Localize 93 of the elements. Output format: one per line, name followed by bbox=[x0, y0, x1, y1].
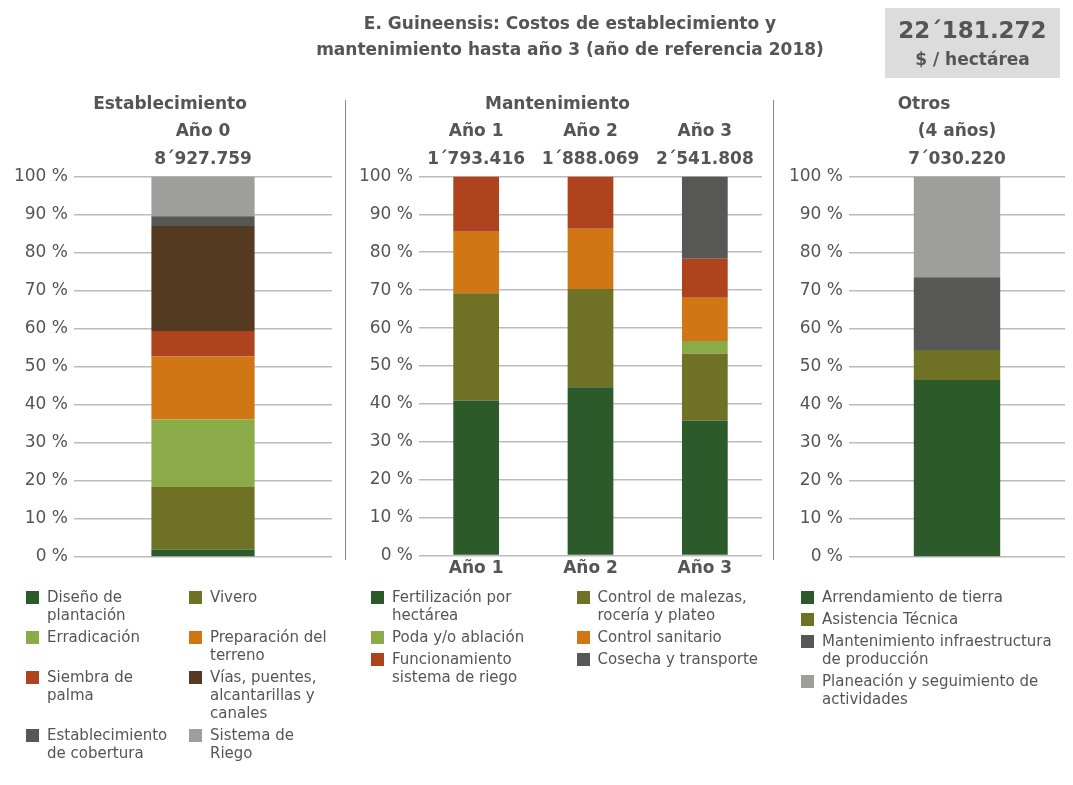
legend-label: Funcionamiento sistema de riego bbox=[392, 650, 519, 686]
y-tick-label: 90 % bbox=[369, 202, 413, 223]
legend-label: Arrendamiento de tierra bbox=[822, 588, 1003, 606]
bar bbox=[567, 387, 614, 555]
y-tick-label: 20 % bbox=[369, 468, 413, 489]
y-tick-label: 60 % bbox=[369, 316, 413, 337]
y-tick-label: 20 % bbox=[799, 469, 843, 490]
bar bbox=[453, 400, 500, 555]
y-tick-label: 0 % bbox=[810, 545, 843, 566]
y-tick-label: 20 % bbox=[24, 469, 68, 490]
total-label: 7´030.220 bbox=[908, 148, 1007, 169]
y-tick-label: 80 % bbox=[24, 240, 68, 261]
legend-label: Diseño de plantación bbox=[47, 588, 127, 624]
y-tick-label: 100 % bbox=[358, 164, 413, 185]
total-label: 1´793.416 bbox=[427, 148, 526, 169]
y-tick-label: 30 % bbox=[369, 430, 413, 451]
y-tick-label: 50 % bbox=[799, 355, 843, 376]
bar bbox=[151, 225, 255, 331]
bar bbox=[151, 419, 255, 487]
bar bbox=[567, 228, 614, 290]
bar bbox=[681, 420, 728, 555]
x-tick-label: Año 0 bbox=[175, 120, 231, 141]
y-tick-label: 40 % bbox=[24, 393, 68, 414]
legend-label: Establecimiento de cobertura bbox=[47, 726, 169, 762]
x-tick-label: Año 3 bbox=[677, 557, 733, 578]
y-tick-label: 40 % bbox=[369, 392, 413, 413]
legend-label: Fertilización por hectárea bbox=[392, 588, 513, 624]
bar bbox=[567, 176, 614, 229]
y-tick-label: 0 % bbox=[35, 545, 68, 566]
y-tick-label: 60 % bbox=[799, 317, 843, 338]
bar bbox=[681, 353, 728, 421]
y-tick-label: 100 % bbox=[788, 164, 843, 185]
y-tick-label: 70 % bbox=[799, 279, 843, 299]
legend-label: Preparación del terreno bbox=[210, 628, 328, 664]
total-label: 2´541.808 bbox=[655, 148, 754, 169]
bar bbox=[151, 549, 255, 557]
text: $ / hectárea bbox=[914, 48, 1031, 71]
legend-label: Siembra de palma bbox=[47, 668, 134, 704]
legend-label: Poda y/o ablación bbox=[392, 628, 525, 646]
legend-label: Cosecha y transporte bbox=[597, 650, 759, 668]
y-tick-label: 10 % bbox=[369, 506, 413, 527]
bar bbox=[151, 330, 255, 357]
text: E. Guineensis: Costos de establecimiento y mantenimiento hasta año 3 (año de referencia 2018) bbox=[315, 12, 825, 61]
legend-label: Erradicación bbox=[47, 628, 140, 646]
y-tick-label: 90 % bbox=[24, 202, 68, 223]
bar bbox=[681, 340, 728, 354]
y-tick-label: 70 % bbox=[369, 278, 413, 299]
legend-label: Vivero bbox=[210, 588, 258, 606]
y-tick-label: 60 % bbox=[24, 317, 68, 338]
bar bbox=[567, 289, 614, 388]
chart-title: Mantenimiento bbox=[484, 92, 631, 113]
legend-label: Sistema de Riego bbox=[210, 726, 295, 762]
legend-label: Vías, puentes, alcantarillas y canales bbox=[210, 668, 318, 722]
y-tick-label: 10 % bbox=[24, 507, 68, 528]
bar bbox=[151, 176, 255, 217]
y-tick-label: 50 % bbox=[24, 355, 68, 376]
y-tick-label: 70 % bbox=[24, 279, 68, 299]
bar bbox=[453, 293, 500, 401]
total-label: 1´888.069 bbox=[541, 148, 640, 169]
legend-label: Mantenimiento infraestructura de producción bbox=[822, 632, 1053, 668]
bar bbox=[913, 176, 1001, 278]
bar bbox=[453, 176, 500, 232]
legend-label: Planeación y seguimiento de actividades bbox=[822, 672, 1040, 708]
y-tick-label: 40 % bbox=[799, 393, 843, 414]
y-tick-label: 50 % bbox=[369, 354, 413, 375]
y-tick-label: 80 % bbox=[799, 240, 843, 261]
bar bbox=[681, 176, 728, 259]
bar bbox=[913, 349, 1001, 381]
text: 22´181.272 bbox=[897, 16, 1048, 45]
y-tick-label: 10 % bbox=[799, 507, 843, 528]
y-tick-label: 0 % bbox=[380, 544, 413, 565]
bar bbox=[151, 356, 255, 420]
legend-label: Control sanitario bbox=[597, 628, 722, 646]
legend-label: Asistencia Técnica bbox=[822, 610, 959, 628]
y-tick-label: 80 % bbox=[369, 240, 413, 261]
y-tick-label: 100 % bbox=[13, 164, 68, 185]
bar bbox=[151, 486, 255, 550]
chart-title: Otros bbox=[897, 92, 951, 113]
total-label: 8´927.759 bbox=[154, 148, 252, 169]
chart-title: Establecimiento bbox=[93, 92, 247, 113]
x-tick-label: Año 1 bbox=[448, 557, 504, 578]
bar bbox=[151, 216, 255, 226]
bar bbox=[913, 380, 1001, 557]
y-tick-label: 90 % bbox=[799, 202, 843, 223]
x-tick-label: (4 años) bbox=[917, 120, 997, 141]
y-tick-label: 30 % bbox=[799, 431, 843, 452]
bar bbox=[453, 231, 500, 294]
bar bbox=[681, 297, 728, 341]
bar bbox=[913, 277, 1001, 350]
bar bbox=[681, 258, 728, 298]
x-tick-label: Año 2 bbox=[563, 557, 618, 578]
legend-label: Control de malezas, rocería y plateo bbox=[597, 588, 748, 624]
y-tick-label: 30 % bbox=[24, 431, 68, 452]
